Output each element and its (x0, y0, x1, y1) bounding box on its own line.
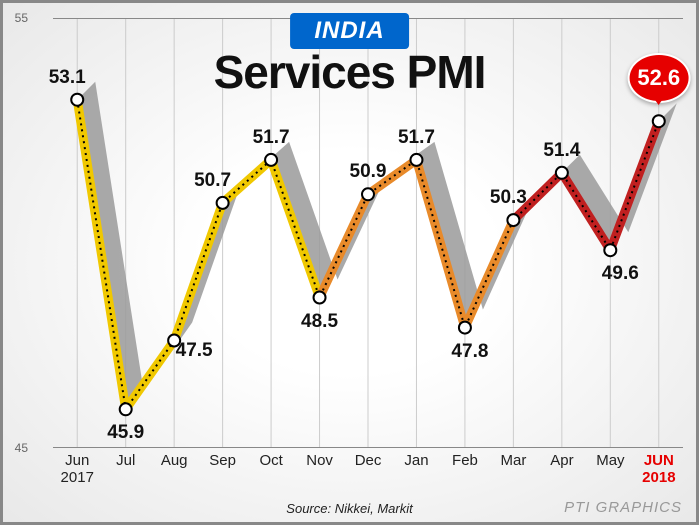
x-tick: Oct (247, 453, 295, 486)
x-tick: Nov (295, 453, 343, 486)
brand-credit: PTI GRAPHICS (564, 499, 682, 516)
x-tick: Jun2017 (53, 453, 101, 486)
data-label: 47.5 (176, 340, 213, 362)
x-tick: Dec (344, 453, 392, 486)
x-axis: Jun2017JulAugSepOctNovDecJanFebMarAprMay… (53, 453, 683, 486)
x-tick: Jul (101, 453, 149, 486)
data-label: 50.9 (350, 161, 387, 183)
data-label: 51.4 (543, 140, 580, 162)
data-label: 53.1 (49, 67, 86, 89)
x-tick: Aug (150, 453, 198, 486)
data-label: 47.8 (451, 341, 488, 363)
x-tick: Apr (538, 453, 586, 486)
data-label: 51.7 (253, 127, 290, 149)
x-tick: Feb (441, 453, 489, 486)
data-label: 45.9 (107, 422, 144, 444)
data-label: 50.3 (490, 187, 527, 209)
data-label: 51.7 (398, 127, 435, 149)
x-tick: JUN2018 (635, 453, 683, 486)
country-banner: INDIA (290, 13, 408, 49)
data-label: 49.6 (602, 263, 639, 285)
x-tick: Mar (489, 453, 537, 486)
chart-title: Services PMI (214, 45, 486, 99)
data-label: 48.5 (301, 311, 338, 333)
source-credit: Source: Nikkei, Markit (286, 501, 412, 516)
y-tick: 55 (15, 11, 28, 25)
x-tick: May (586, 453, 634, 486)
x-tick: Sep (198, 453, 246, 486)
highlight-bubble: 52.6 (627, 53, 690, 103)
x-tick: Jan (392, 453, 440, 486)
y-tick: 45 (15, 441, 28, 455)
data-label: 50.7 (194, 170, 231, 192)
chart-header: INDIA Services PMI (214, 13, 486, 99)
